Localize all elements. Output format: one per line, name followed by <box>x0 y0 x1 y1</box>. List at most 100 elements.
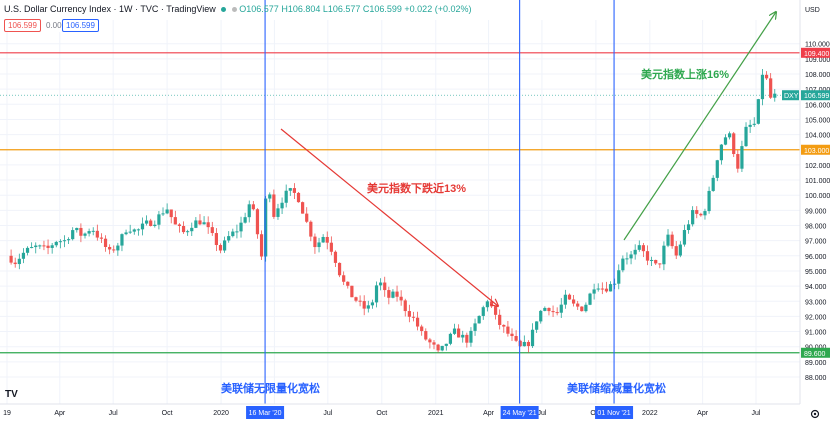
candle-body <box>264 198 268 257</box>
candle-body <box>723 137 728 145</box>
candle-body <box>103 238 108 247</box>
candle-body <box>292 188 297 193</box>
candle <box>617 264 621 290</box>
y-tick-label: 101.000 <box>805 178 830 185</box>
candle <box>58 239 62 249</box>
candle-body <box>481 307 485 316</box>
candle <box>223 236 227 253</box>
date-tag-label: 01 Nov '21 <box>597 410 630 417</box>
bid-badge[interactable]: 106.599 <box>4 19 41 32</box>
candle-body <box>50 245 54 248</box>
candle-body <box>54 241 58 246</box>
candle-body <box>600 288 604 290</box>
candle <box>740 140 744 173</box>
annotations: 美联储无限量化宽松 美元指数下跌近13% 美联储缩减量化宽松 美元指数上涨16% <box>221 67 729 395</box>
candle <box>128 224 132 234</box>
candle-body <box>362 301 366 309</box>
y-tick-label: 91.000 <box>805 330 827 337</box>
level-price-label: 103.000 <box>804 148 829 155</box>
candle-body <box>218 245 223 251</box>
candle-body <box>604 288 609 292</box>
candle-body <box>526 341 531 347</box>
candle <box>91 227 95 236</box>
candle <box>165 203 169 215</box>
candle <box>481 305 485 320</box>
candle <box>329 236 333 256</box>
candle-body <box>608 284 613 292</box>
down-trend-arrow <box>280 128 498 306</box>
candle-body <box>383 282 387 291</box>
y-tick-label: 105.000 <box>805 117 830 124</box>
candle-body <box>321 236 325 243</box>
candle <box>686 220 691 234</box>
ask-badge[interactable]: 106.599 <box>62 19 99 32</box>
candle <box>469 327 473 347</box>
candle-body <box>563 294 567 305</box>
candle-body <box>691 210 695 225</box>
candle <box>625 252 629 265</box>
candle <box>231 228 235 238</box>
candle <box>362 295 366 316</box>
candle <box>181 221 186 234</box>
candle-body <box>448 333 453 344</box>
candle <box>190 222 194 236</box>
candle <box>17 253 21 270</box>
candle-body <box>407 311 411 317</box>
candle <box>136 228 140 236</box>
candle-body <box>658 263 662 265</box>
candle-body <box>198 220 202 225</box>
x-tick-label: 2021 <box>428 410 444 417</box>
chart-annotation: 美联储无限量化宽松 <box>221 381 320 395</box>
gear-icon[interactable] <box>810 409 820 419</box>
candle-body <box>588 293 592 305</box>
candle <box>563 289 567 309</box>
x-tick-label: Jul <box>752 410 761 417</box>
candle-body <box>543 307 547 311</box>
candle <box>358 295 362 307</box>
candle-body <box>153 224 157 226</box>
candle-body <box>346 281 350 286</box>
candle <box>243 212 247 224</box>
time-axis[interactable]: 19AprJulOct2020AprJulOct2021AprJulOct202… <box>0 403 800 419</box>
candle-body <box>744 126 748 147</box>
date-tag <box>246 406 285 419</box>
candle <box>177 223 182 233</box>
price-axis[interactable]: 88.00089.00090.00091.00092.00093.00094.0… <box>782 0 830 404</box>
candle-body <box>645 251 650 261</box>
candle <box>703 208 707 220</box>
candle <box>526 340 531 353</box>
candle <box>584 302 588 313</box>
candle-body <box>613 283 617 285</box>
candle <box>38 244 42 250</box>
candle-body <box>395 291 399 297</box>
candle <box>366 300 370 313</box>
candle <box>588 292 592 306</box>
symbol-tag <box>782 90 799 101</box>
tradingview-logo: TV <box>5 389 18 400</box>
horizontal-levels <box>0 52 800 354</box>
candle <box>407 304 411 323</box>
candle-body <box>272 194 276 217</box>
candle-body <box>169 209 173 218</box>
y-tick-label: 89.000 <box>805 360 827 367</box>
candle-body <box>317 242 321 248</box>
candle-body <box>535 321 539 330</box>
candle <box>530 323 535 348</box>
candle-body <box>17 258 21 265</box>
candle-body <box>325 236 329 243</box>
candle-body <box>99 237 104 239</box>
candle-series <box>9 68 777 353</box>
candle-body <box>194 220 198 228</box>
symbol-title[interactable]: U.S. Dollar Currency Index · 1W · TVC · … <box>4 4 216 14</box>
candle-body <box>699 213 703 216</box>
candle-body <box>773 93 777 98</box>
candle-body <box>715 160 719 178</box>
candle <box>518 339 522 348</box>
candle <box>79 223 83 243</box>
candle-body <box>493 306 498 315</box>
candle-body <box>116 245 120 251</box>
candle-body <box>424 331 428 340</box>
candle-body <box>255 209 260 235</box>
candle-body <box>305 213 309 222</box>
